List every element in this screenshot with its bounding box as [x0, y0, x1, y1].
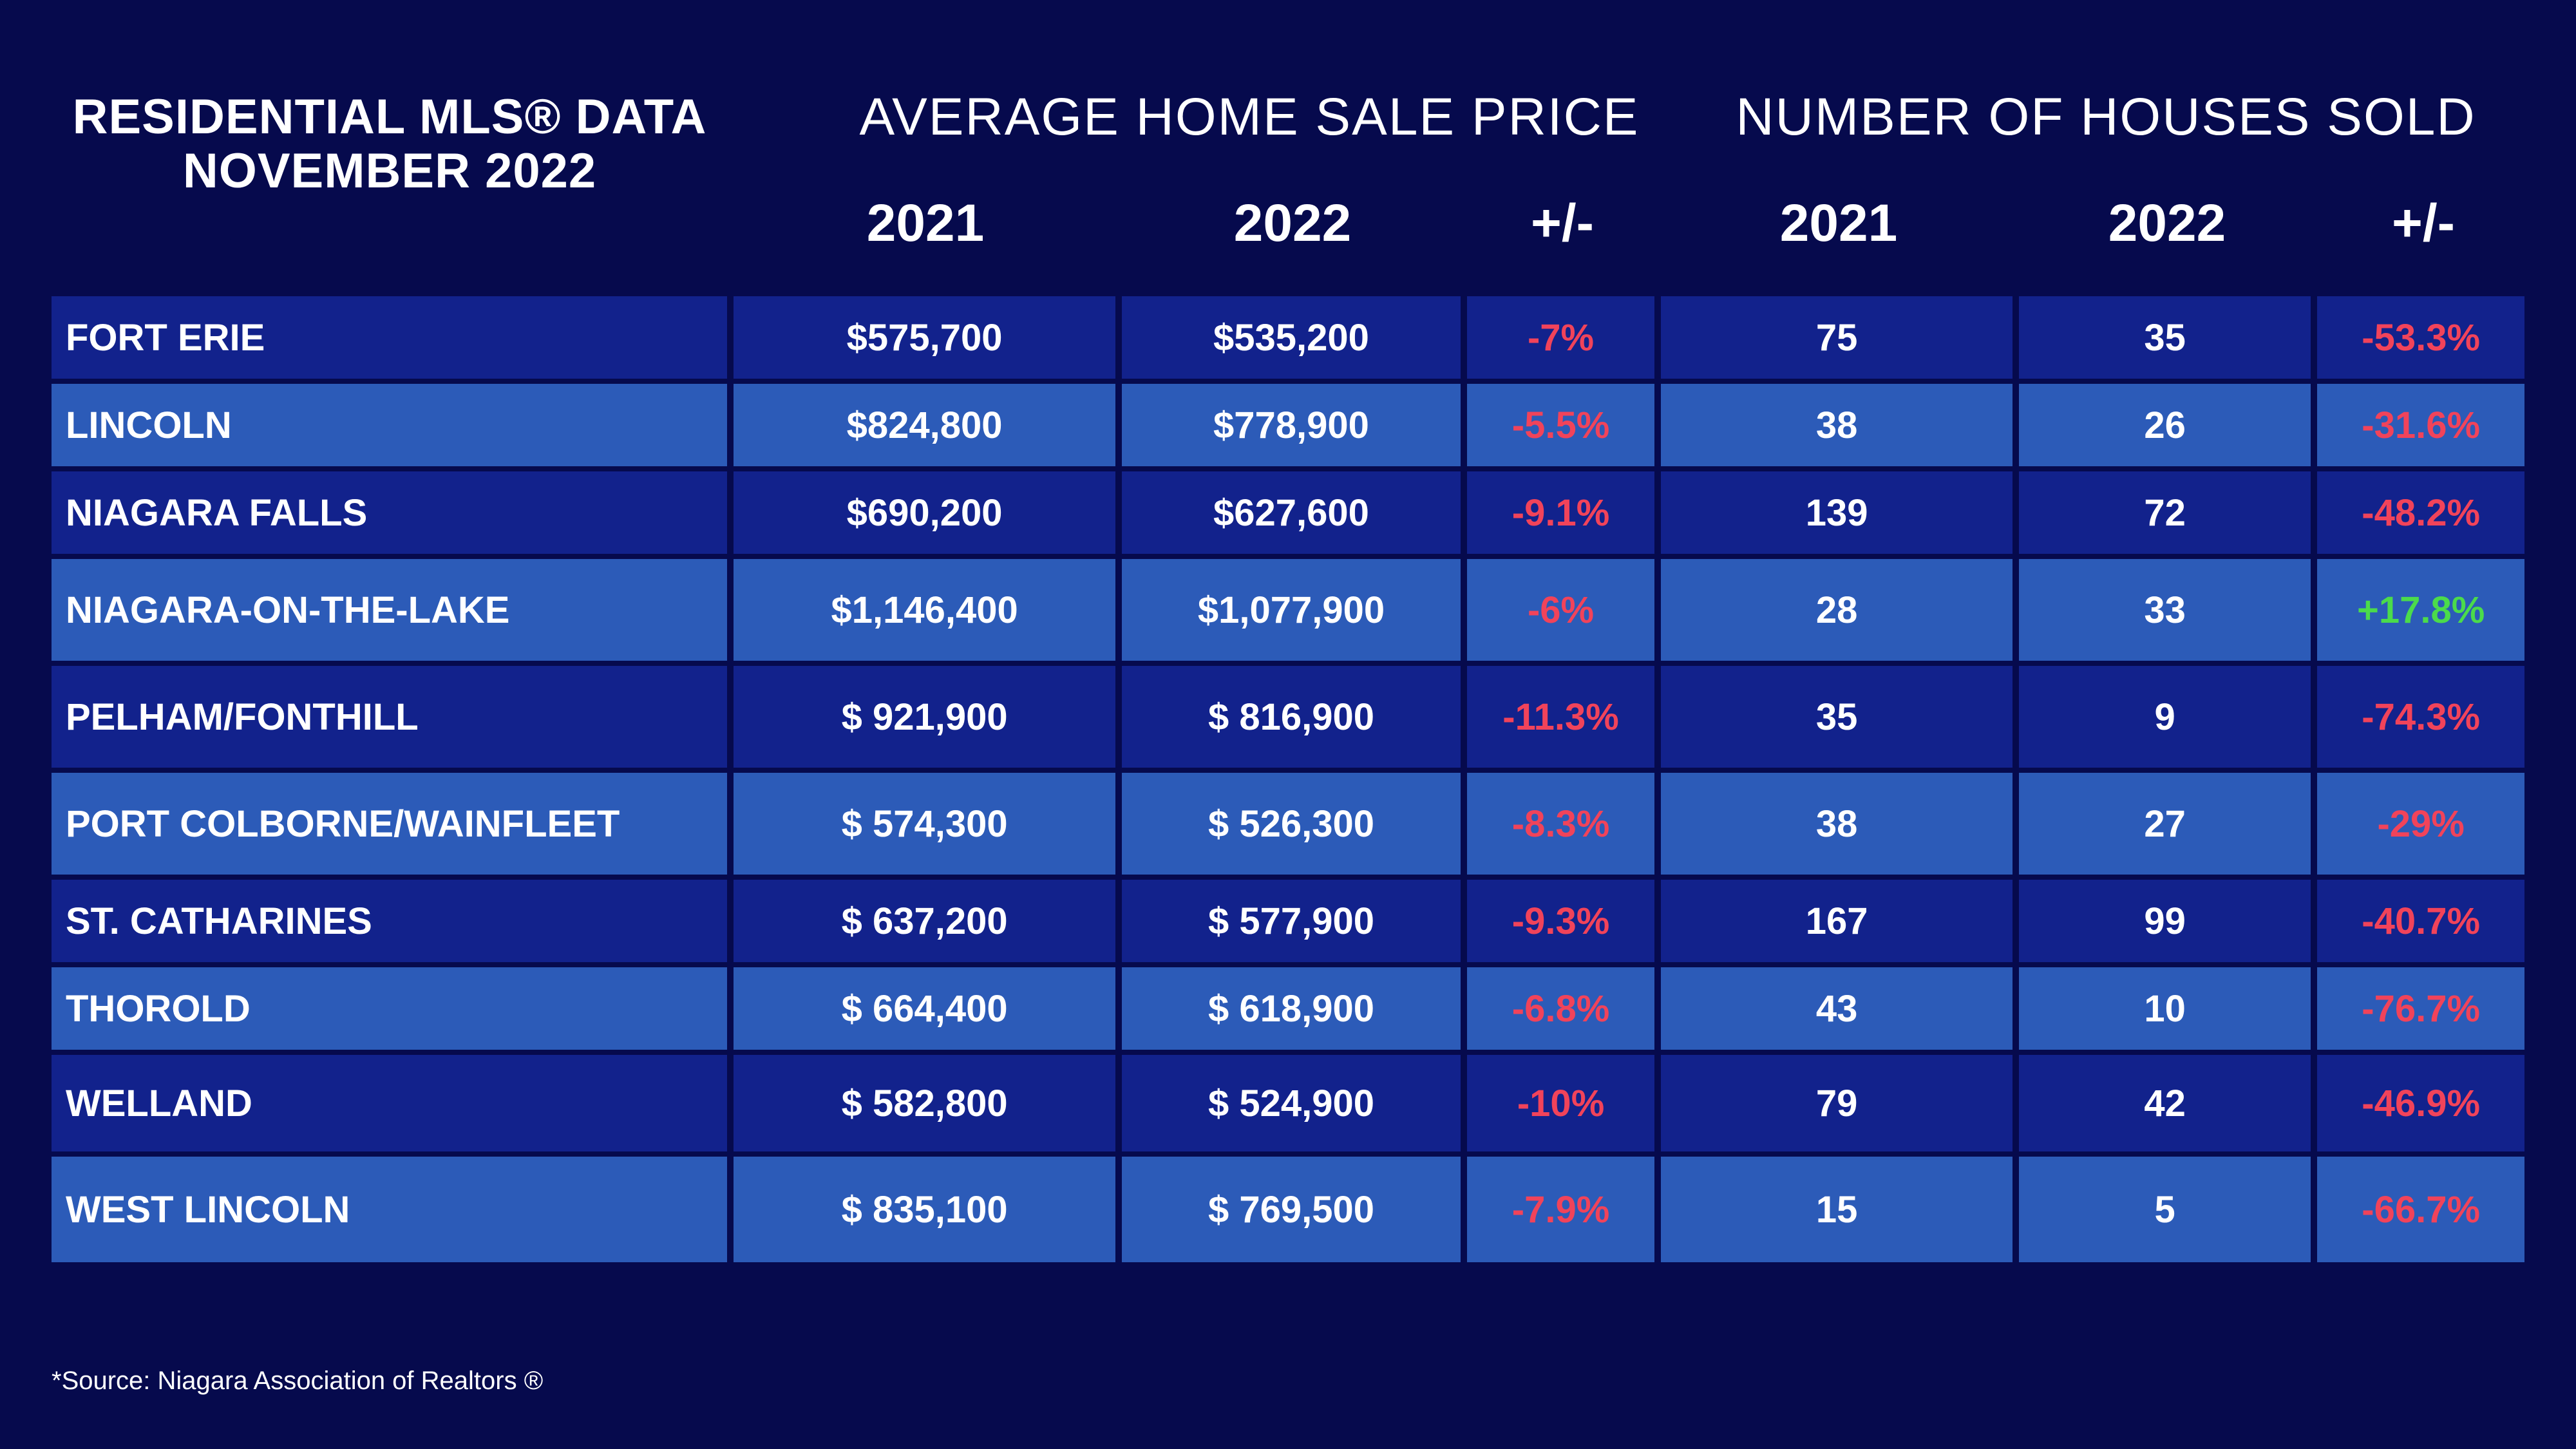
price-change: -6.8% — [1466, 967, 1655, 1050]
price-change: -8.3% — [1466, 773, 1655, 875]
price-2022: $1,077,900 — [1122, 559, 1461, 661]
sold-2022: 26 — [2018, 384, 2311, 466]
city-name: WEST LINCOLN — [52, 1157, 727, 1262]
price-change: -10% — [1466, 1055, 1655, 1151]
table-row: PELHAM/FONTHILL $ 921,900 $ 816,900 -11.… — [52, 666, 2524, 768]
sold-change: -74.3% — [2317, 666, 2524, 768]
sold-change: -48.2% — [2317, 471, 2524, 554]
price-2021: $575,700 — [733, 296, 1116, 379]
table-row: LINCOLN $824,800 $778,900 -5.5% 38 26 -3… — [52, 384, 2524, 466]
table-row: WEST LINCOLN $ 835,100 $ 769,500 -7.9% 1… — [52, 1157, 2524, 1262]
table-row: ST. CATHARINES $ 637,200 $ 577,900 -9.3%… — [52, 880, 2524, 962]
price-2022: $627,600 — [1122, 471, 1461, 554]
price-2022: $ 577,900 — [1122, 880, 1461, 962]
city-name: FORT ERIE — [52, 296, 727, 379]
table-row: FORT ERIE $575,700 $535,200 -7% 75 35 -5… — [52, 296, 2524, 379]
city-name: LINCOLN — [52, 384, 727, 466]
column-header-sold-2022: 2022 — [2108, 194, 2226, 252]
sold-2021: 28 — [1661, 559, 2012, 661]
title-line-1: RESIDENTIAL MLS® DATA — [72, 90, 707, 144]
sold-2021: 35 — [1661, 666, 2012, 768]
sold-change: -76.7% — [2317, 967, 2524, 1050]
data-table: FORT ERIE $575,700 $535,200 -7% 75 35 -5… — [52, 296, 2524, 1267]
sold-2022: 10 — [2018, 967, 2311, 1050]
price-2022: $ 769,500 — [1122, 1157, 1461, 1262]
price-2021: $ 574,300 — [733, 773, 1116, 875]
price-change: -7% — [1466, 296, 1655, 379]
sold-2022: 42 — [2018, 1055, 2311, 1151]
price-2021: $ 921,900 — [733, 666, 1116, 768]
price-change: -5.5% — [1466, 384, 1655, 466]
column-header-sold-2021: 2021 — [1779, 194, 1898, 252]
price-2022: $ 526,300 — [1122, 773, 1461, 875]
city-name: THOROLD — [52, 967, 727, 1050]
price-2021: $ 582,800 — [733, 1055, 1116, 1151]
city-name: ST. CATHARINES — [52, 880, 727, 962]
sold-2022: 99 — [2018, 880, 2311, 962]
sold-2021: 167 — [1661, 880, 2012, 962]
sold-2022: 33 — [2018, 559, 2311, 661]
sold-change: -29% — [2317, 773, 2524, 875]
sold-2021: 75 — [1661, 296, 2012, 379]
table-row: WELLAND $ 582,800 $ 524,900 -10% 79 42 -… — [52, 1055, 2524, 1151]
price-change: -9.1% — [1466, 471, 1655, 554]
city-name: NIAGARA FALLS — [52, 471, 727, 554]
group-header-sold: NUMBER OF HOUSES SOLD — [1736, 88, 2476, 146]
price-2021: $690,200 — [733, 471, 1116, 554]
title-line-2: NOVEMBER 2022 — [182, 144, 597, 198]
city-name: WELLAND — [52, 1055, 727, 1151]
sold-2022: 27 — [2018, 773, 2311, 875]
sold-2021: 43 — [1661, 967, 2012, 1050]
column-header-price-2022: 2022 — [1233, 194, 1352, 252]
city-name: PELHAM/FONTHILL — [52, 666, 727, 768]
sold-2021: 139 — [1661, 471, 2012, 554]
sold-2022: 9 — [2018, 666, 2311, 768]
page-title: RESIDENTIAL MLS® DATA NOVEMBER 2022 — [52, 90, 728, 198]
sold-change: -40.7% — [2317, 880, 2524, 962]
sold-2022: 35 — [2018, 296, 2311, 379]
price-change: -9.3% — [1466, 880, 1655, 962]
column-header-sold-change: +/- — [2392, 194, 2455, 252]
price-2021: $ 835,100 — [733, 1157, 1116, 1262]
price-2021: $824,800 — [733, 384, 1116, 466]
sold-change: -66.7% — [2317, 1157, 2524, 1262]
sold-change: -31.6% — [2317, 384, 2524, 466]
sold-change: -46.9% — [2317, 1055, 2524, 1151]
price-2022: $ 816,900 — [1122, 666, 1461, 768]
table-row: NIAGARA-ON-THE-LAKE $1,146,400 $1,077,90… — [52, 559, 2524, 661]
price-2022: $ 524,900 — [1122, 1055, 1461, 1151]
sold-change: -53.3% — [2317, 296, 2524, 379]
sold-change: +17.8% — [2317, 559, 2524, 661]
city-name: PORT COLBORNE/WAINFLEET — [52, 773, 727, 875]
price-2021: $ 664,400 — [733, 967, 1116, 1050]
price-2022: $ 618,900 — [1122, 967, 1461, 1050]
sold-2021: 79 — [1661, 1055, 2012, 1151]
price-2021: $ 637,200 — [733, 880, 1116, 962]
source-footnote: *Source: Niagara Association of Realtors… — [52, 1367, 544, 1395]
group-header-price: AVERAGE HOME SALE PRICE — [859, 88, 1640, 146]
price-change: -7.9% — [1466, 1157, 1655, 1262]
price-2022: $778,900 — [1122, 384, 1461, 466]
table-row: THOROLD $ 664,400 $ 618,900 -6.8% 43 10 … — [52, 967, 2524, 1050]
table-row: NIAGARA FALLS $690,200 $627,600 -9.1% 13… — [52, 471, 2524, 554]
sold-2021: 15 — [1661, 1157, 2012, 1262]
sold-2022: 72 — [2018, 471, 2311, 554]
price-2022: $535,200 — [1122, 296, 1461, 379]
sold-2021: 38 — [1661, 773, 2012, 875]
price-change: -6% — [1466, 559, 1655, 661]
price-change: -11.3% — [1466, 666, 1655, 768]
city-name: NIAGARA-ON-THE-LAKE — [52, 559, 727, 661]
table-row: PORT COLBORNE/WAINFLEET $ 574,300 $ 526,… — [52, 773, 2524, 875]
sold-2021: 38 — [1661, 384, 2012, 466]
price-2021: $1,146,400 — [733, 559, 1116, 661]
column-header-price-2021: 2021 — [866, 194, 985, 252]
sold-2022: 5 — [2018, 1157, 2311, 1262]
column-header-price-change: +/- — [1531, 194, 1594, 252]
